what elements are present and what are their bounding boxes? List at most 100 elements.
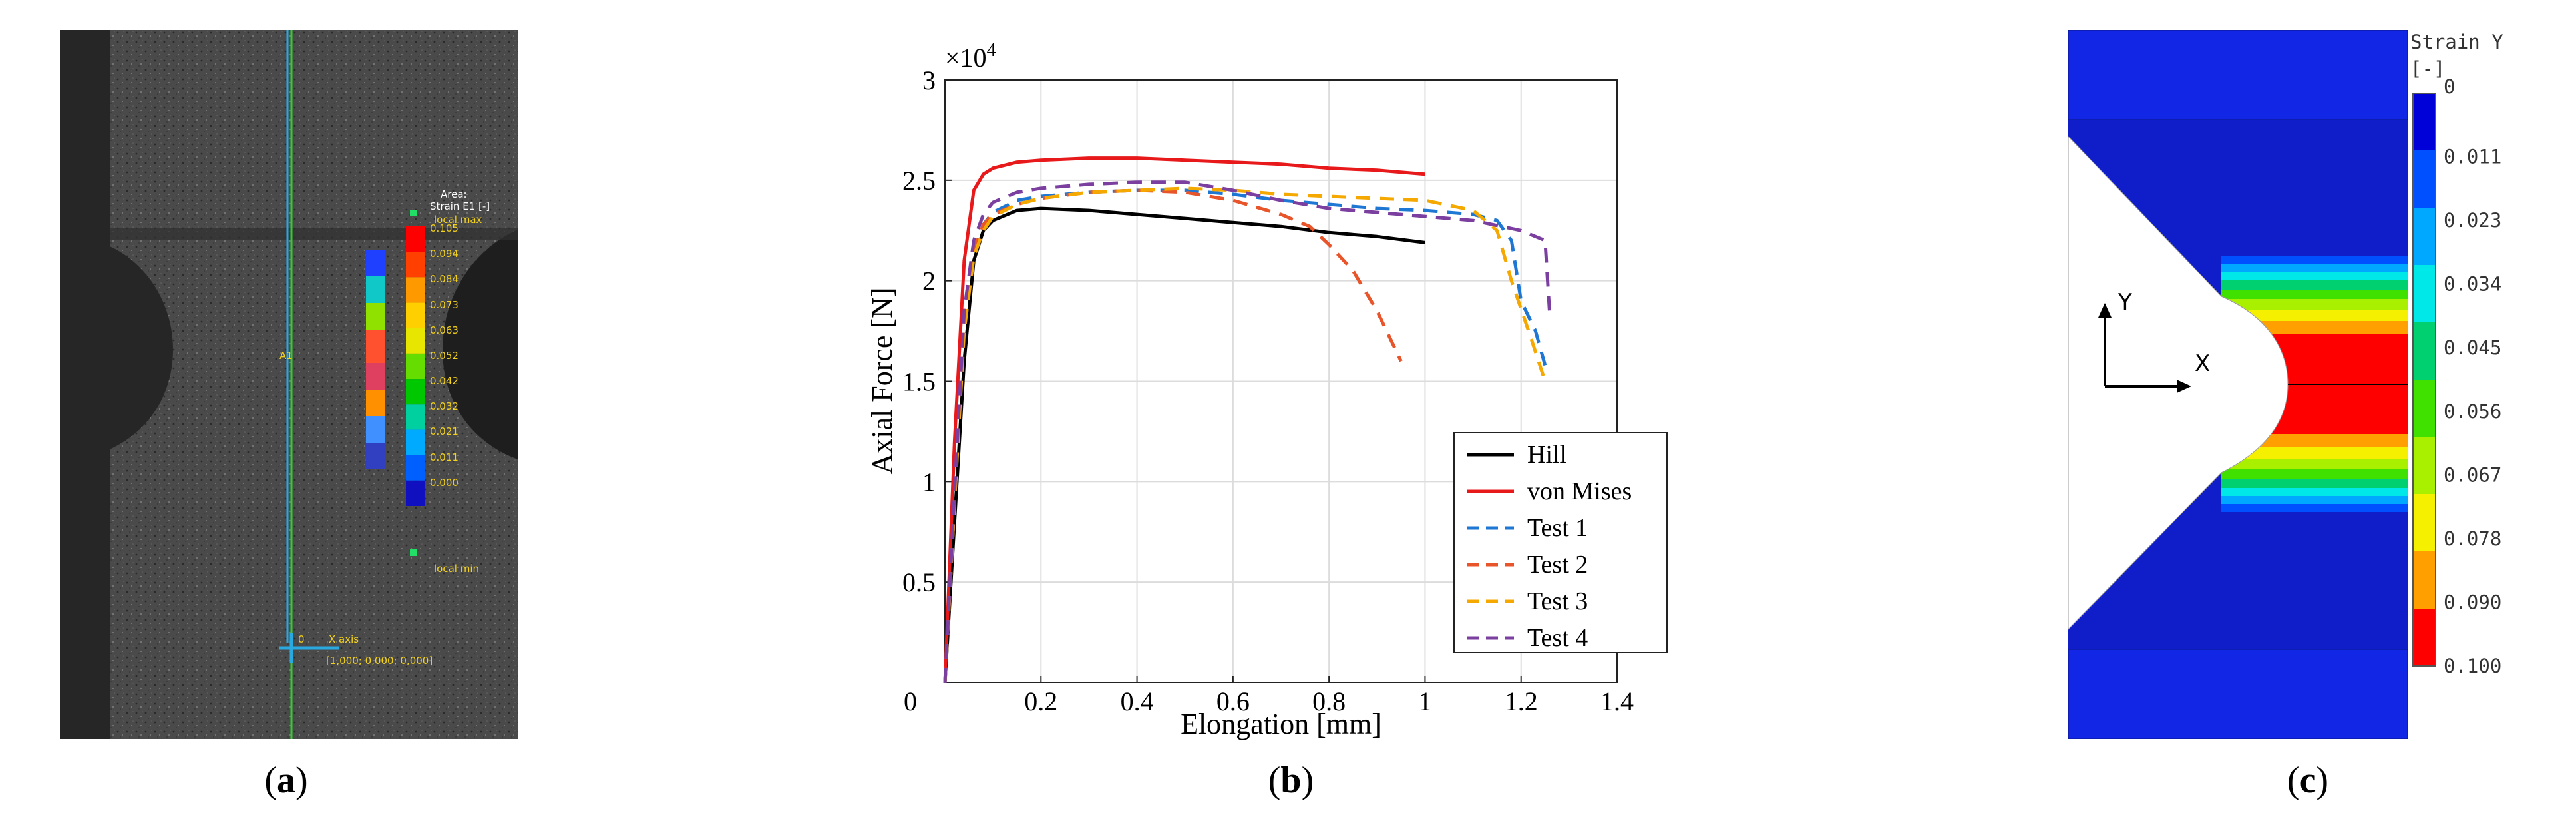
fe-strain-contour: Y X xyxy=(2068,29,2428,740)
caption-b: (b) xyxy=(1268,760,1314,801)
series-line-test-3 xyxy=(943,186,1547,683)
dic-scale-swatch xyxy=(406,404,425,430)
dic-scale-label: 0.105 xyxy=(430,222,459,234)
y-tick-label: 0.5 xyxy=(902,567,936,597)
x-tick-label: 0.2 xyxy=(1024,686,1057,716)
fe-bottom-grip xyxy=(2068,649,2408,740)
dic-scale-label: 0.021 xyxy=(430,425,459,438)
specimen-right-notch xyxy=(443,230,518,459)
dic-scale-swatch xyxy=(406,379,425,405)
series-line-test-4 xyxy=(943,180,1552,683)
local-max-marker xyxy=(410,210,417,216)
dic-scale-swatch xyxy=(406,302,425,328)
fe-legend-swatch xyxy=(2413,93,2436,150)
legend-box xyxy=(1453,432,1668,653)
specimen-surface xyxy=(110,30,518,739)
fe-legend-swatch xyxy=(2413,380,2436,437)
section-label: A1 xyxy=(279,350,293,362)
x-tick-label: 0.8 xyxy=(1312,686,1346,716)
y-tick-label: 3 xyxy=(922,65,936,95)
fe-legend-label: 0.090 xyxy=(2444,591,2501,613)
fe-specimen-body xyxy=(2068,120,2408,649)
chart-svg: 0 0.2 0.4 0.6 0.8 1 1.2 1.4 0.5 1 1.5 2 2.5 3 ×104 El… xyxy=(819,27,1737,746)
local-min-label: local min xyxy=(434,563,480,575)
dic-strain-image: Area: Strain E1 [-] local max 0.105 0.094… xyxy=(60,30,518,739)
dic-scale-label: 0.000 xyxy=(430,476,459,489)
axis-ticks: 0 0.2 0.4 0.6 0.8 1 1.2 1.4 0.5 1 1.5 2 2.5 3 xyxy=(902,65,1634,716)
dic-color-scale xyxy=(406,210,425,556)
dic-scale-swatch xyxy=(406,480,425,506)
y-tick-label: 1 xyxy=(922,467,936,497)
caption-a: (a) xyxy=(264,760,308,801)
fe-legend-label: 0.023 xyxy=(2444,209,2501,232)
legend-label: Test 2 xyxy=(1527,551,1588,579)
series-line-von-mises xyxy=(943,156,1425,683)
fe-legend-swatch xyxy=(2413,265,2436,322)
legend-label: Test 3 xyxy=(1527,587,1588,615)
fe-contour-svg: Y X xyxy=(2068,29,2428,740)
legend-label: Test 1 xyxy=(1527,514,1588,542)
x-tick-label: 0.6 xyxy=(1216,686,1250,716)
dic-scale-swatch xyxy=(406,226,425,252)
dic-scale-swatch xyxy=(406,455,425,481)
strain-stripe xyxy=(366,250,385,469)
fe-axis-y-label: Y xyxy=(2117,289,2132,316)
fe-legend-frame xyxy=(2412,93,2436,667)
chart-legend: Hill von Mises Test 1 Test 2 Test 3 Test 4 xyxy=(1453,432,1668,653)
fe-legend-unit: [-] xyxy=(2410,57,2445,80)
dic-title-line2: Strain E1 [-] xyxy=(430,200,490,212)
fe-legend-label: 0.045 xyxy=(2444,336,2501,359)
local-min-marker xyxy=(410,549,417,556)
axis-origin-label: 0 xyxy=(298,633,305,645)
dic-scale-label: 0.032 xyxy=(430,400,459,413)
fe-legend-swatch xyxy=(2413,322,2436,380)
fe-legend-label: 0.056 xyxy=(2444,400,2501,423)
legend-label: von Mises xyxy=(1527,477,1632,505)
x-axis-label: Elongation [mm] xyxy=(1181,708,1381,740)
dic-scale-swatch xyxy=(406,353,425,380)
dic-scale-swatch xyxy=(406,429,425,455)
dic-scale-label: 0.063 xyxy=(430,324,459,336)
dic-scale-label: 0.094 xyxy=(430,248,459,260)
caption-c: (c) xyxy=(2287,760,2329,801)
fe-legend: Strain Y [-] 00.0110.0230.0340.0450.0560… xyxy=(2410,31,2503,677)
dic-scale-label: 0.084 xyxy=(430,273,459,286)
x-tick-label: 1.2 xyxy=(1505,686,1538,716)
axis-name-label: X axis xyxy=(329,633,359,645)
x-tick-label: 0 xyxy=(904,686,917,716)
dic-title-line1: Area: xyxy=(441,188,467,200)
fe-legend-label: 0.100 xyxy=(2444,655,2501,677)
x-tick-label: 1.4 xyxy=(1600,686,1634,716)
legend-label: Hill xyxy=(1527,441,1566,469)
dic-specimen-svg xyxy=(60,30,518,739)
fe-legend-swatch xyxy=(2413,551,2436,609)
fe-legend-swatch xyxy=(2413,208,2436,265)
series-line-hill xyxy=(943,206,1425,683)
fe-legend-label: 0 xyxy=(2444,75,2455,98)
y-tick-label: 2 xyxy=(922,266,936,296)
dic-scale-label: 0.073 xyxy=(430,298,459,311)
fe-top-grip xyxy=(2068,29,2408,121)
dic-scale-swatch xyxy=(406,277,425,303)
y-tick-label: 1.5 xyxy=(902,367,936,397)
y-axis-label: Axial Force [N] xyxy=(866,287,898,474)
fe-axis-x-label: X xyxy=(2195,350,2210,377)
series-line-test-1 xyxy=(943,188,1547,683)
fe-legend-swatch xyxy=(2413,150,2436,208)
local-max-label: local max xyxy=(434,214,482,226)
fe-legend-label: 0.011 xyxy=(2444,146,2501,168)
axis-vector-label: [1,000; 0,000; 0,000] xyxy=(326,655,433,667)
fe-axis-triad: Y X xyxy=(2098,289,2210,393)
fe-legend-bar xyxy=(2412,93,2436,667)
legend-label: Test 4 xyxy=(1527,624,1588,652)
dic-scale-swatch xyxy=(406,328,425,354)
dic-scale-label: 0.042 xyxy=(430,375,459,388)
fe-legend-label: 0.034 xyxy=(2444,273,2501,296)
fe-legend-swatch xyxy=(2413,494,2436,551)
axis-marker xyxy=(279,633,339,663)
force-elongation-chart: 0 0.2 0.4 0.6 0.8 1 1.2 1.4 0.5 1 1.5 2 2.5 3 ×104 El… xyxy=(819,27,1737,746)
dic-scale-swatch xyxy=(406,252,425,278)
fe-legend-swatch xyxy=(2413,437,2436,494)
dic-scale-label: 0.011 xyxy=(430,451,459,463)
dic-scale-label: 0.052 xyxy=(430,349,459,362)
